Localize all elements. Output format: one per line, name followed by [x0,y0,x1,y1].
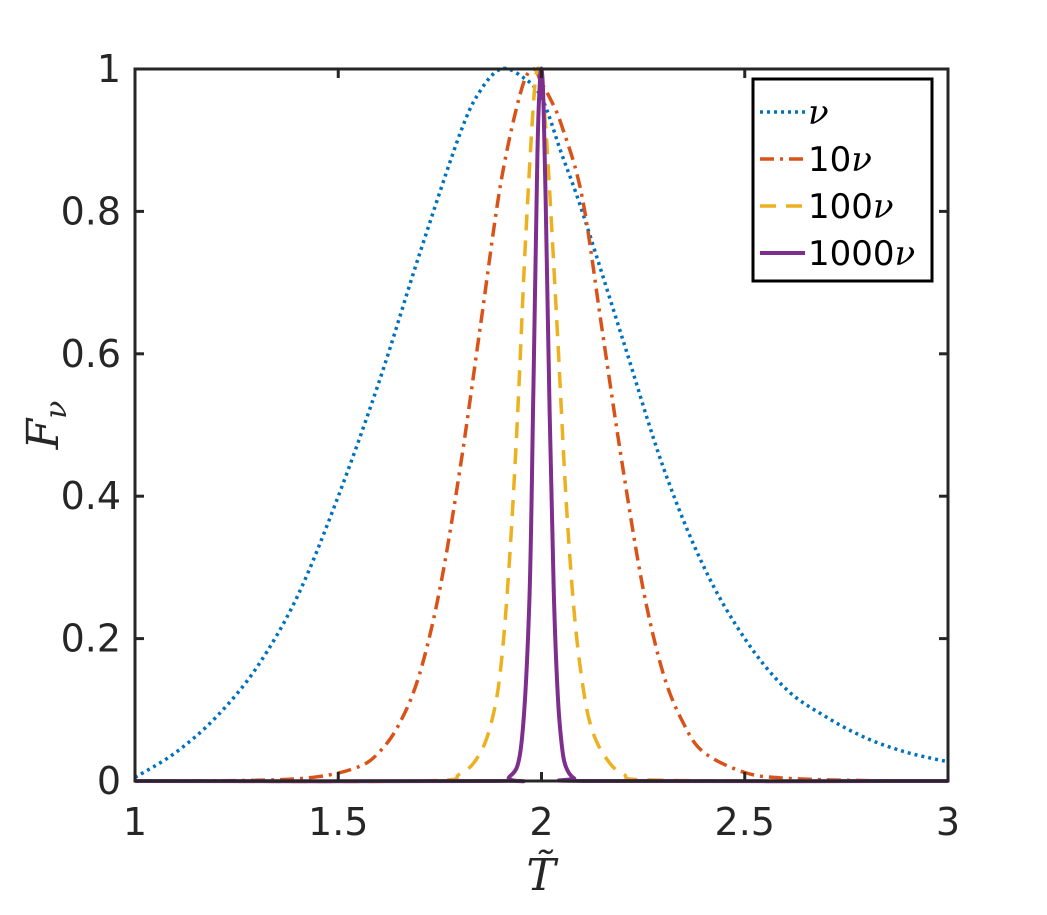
y-tick-label: 0.6 [61,332,121,376]
legend-entry: 10ν [760,140,872,180]
legend-label: 1000ν [808,234,915,274]
y-tick-label: 0.8 [61,189,121,233]
legend-label-symbol: ν [808,93,829,133]
x-tick-label: 2.5 [715,800,775,844]
legend-label: 100ν [808,187,894,227]
x-tick-label: 1 [123,800,147,844]
legend-label-symbol: ν [851,140,872,180]
y-tick-label: 1 [97,47,121,91]
series-line-3 [134,66,949,784]
series-line-2 [134,66,949,784]
series-layer [134,66,949,784]
y-axis-label: Fν [18,401,74,451]
x-tick-label: 2 [529,800,553,844]
legend-entry: 100ν [760,187,894,227]
tick-layer: 1 1.5 2 2.5 3 0 0.2 0.4 0.6 0.8 1 [61,47,961,844]
y-tick-label: 0.4 [61,474,121,518]
legend-label-number: 100 [808,187,873,227]
legend-label-number: 1000 [808,234,895,274]
x-tick-label: 1.5 [308,800,368,844]
x-axis-label: T̃ [526,848,559,901]
y-tick-label: 0.2 [61,617,121,661]
legend-entry: ν [760,93,829,133]
y-tick-label: 0 [97,759,121,803]
y-axis-label-subscript: ν [39,401,74,419]
series-line-1 [134,67,949,783]
x-tick-label: 3 [936,800,960,844]
legend-label-symbol: ν [895,234,916,274]
legend-label: ν [808,93,829,133]
legend-entry: 1000ν [760,234,915,274]
legend-label: 10ν [808,140,872,180]
y-axis-label-main: F [18,417,69,450]
legend-label-number: 10 [808,140,851,180]
legend-label-symbol: ν [873,187,894,227]
